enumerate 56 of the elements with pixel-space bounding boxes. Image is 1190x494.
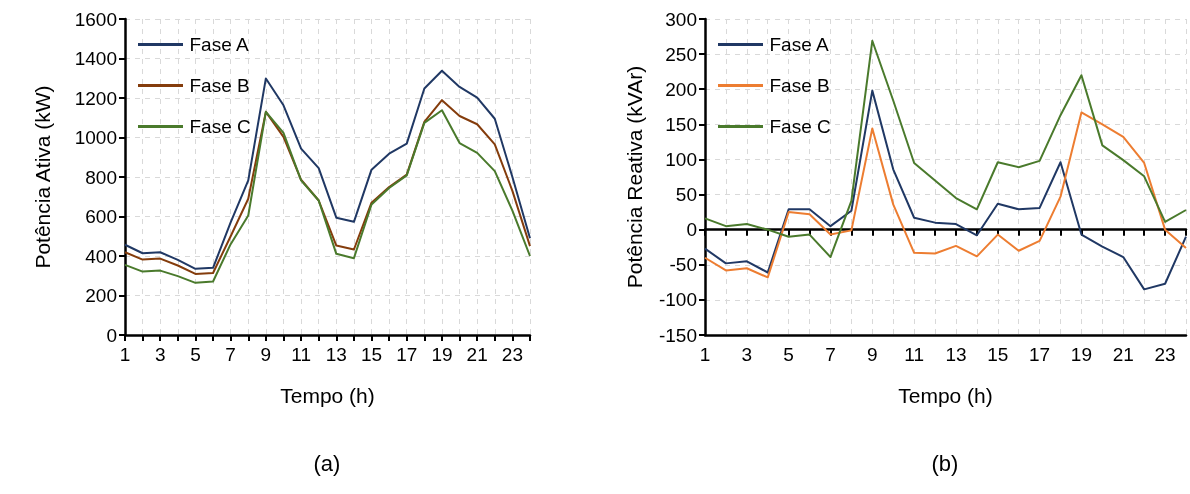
- x-axis-title: Tempo (h): [898, 384, 993, 407]
- x-tick-label: 1: [699, 344, 711, 365]
- x-tick-label: 3: [154, 344, 166, 365]
- x-tick-label: 9: [867, 344, 878, 365]
- y-tick-label: 800: [85, 166, 117, 188]
- x-tick-label: 5: [190, 344, 201, 365]
- y-tick-label: 250: [665, 43, 697, 65]
- legend-label: Fase B: [769, 75, 830, 96]
- y-axis-title: Potência Ativa (kW): [31, 85, 54, 269]
- x-tick-label: 15: [360, 344, 383, 365]
- y-tick-label: -150: [658, 324, 697, 346]
- x-tick-label: 7: [825, 344, 836, 365]
- x-tick-label: 17: [1029, 344, 1051, 365]
- text: (a): [313, 450, 341, 476]
- x-tick-label: 23: [1154, 344, 1176, 365]
- y-tick-label: 1400: [74, 48, 117, 69]
- x-tick-label: 11: [904, 344, 924, 365]
- y-tick-label: 150: [665, 113, 697, 135]
- y-axis-title: Potência Reativa (kVAr): [623, 65, 646, 289]
- x-tick-label: 11: [291, 344, 311, 365]
- y-tick-label: 600: [85, 206, 117, 227]
- y-tick-label: 200: [85, 285, 117, 306]
- x-tick-label: 17: [396, 344, 418, 365]
- y-tick-label: 100: [665, 148, 697, 170]
- y-tick-label: -50: [669, 254, 697, 276]
- y-tick-label: -100: [658, 289, 697, 311]
- y-tick-label: 1000: [74, 127, 117, 148]
- y-tick-label: 0: [106, 324, 117, 346]
- x-tick-label: 19: [1070, 344, 1093, 365]
- x-tick-label: 1: [119, 344, 131, 365]
- x-tick-label: 19: [431, 344, 453, 365]
- x-tick-label: 23: [501, 344, 523, 365]
- y-tick-label: 300: [665, 8, 697, 30]
- x-tick-label: 7: [225, 344, 236, 365]
- legend-label: Fase C: [189, 116, 251, 137]
- line-series: [124, 69, 531, 270]
- x-tick-label: 13: [325, 344, 347, 365]
- x-tick-label: 9: [260, 344, 272, 365]
- text: (b): [931, 450, 959, 476]
- y-tick-label: 200: [665, 78, 697, 100]
- y-tick-label: 1200: [74, 87, 117, 109]
- legend-label: Fase A: [769, 34, 829, 55]
- x-tick-label: 5: [783, 344, 794, 365]
- x-tick-label: 21: [1112, 344, 1134, 365]
- x-tick-label: 15: [987, 344, 1009, 365]
- y-tick-label: 400: [85, 245, 117, 267]
- legend-label: Fase B: [189, 75, 250, 96]
- y-tick-label: 50: [675, 184, 697, 206]
- x-tick-label: 3: [741, 344, 753, 365]
- x-tick-label: 13: [945, 344, 967, 365]
- legend-label: Fase C: [769, 116, 831, 137]
- y-tick-label: 0: [686, 219, 697, 241]
- legend-label: Fase A: [189, 34, 249, 55]
- x-axis-title: Tempo (h): [280, 384, 375, 407]
- x-tick-label: 21: [466, 344, 488, 365]
- y-tick-label: 1600: [74, 8, 117, 30]
